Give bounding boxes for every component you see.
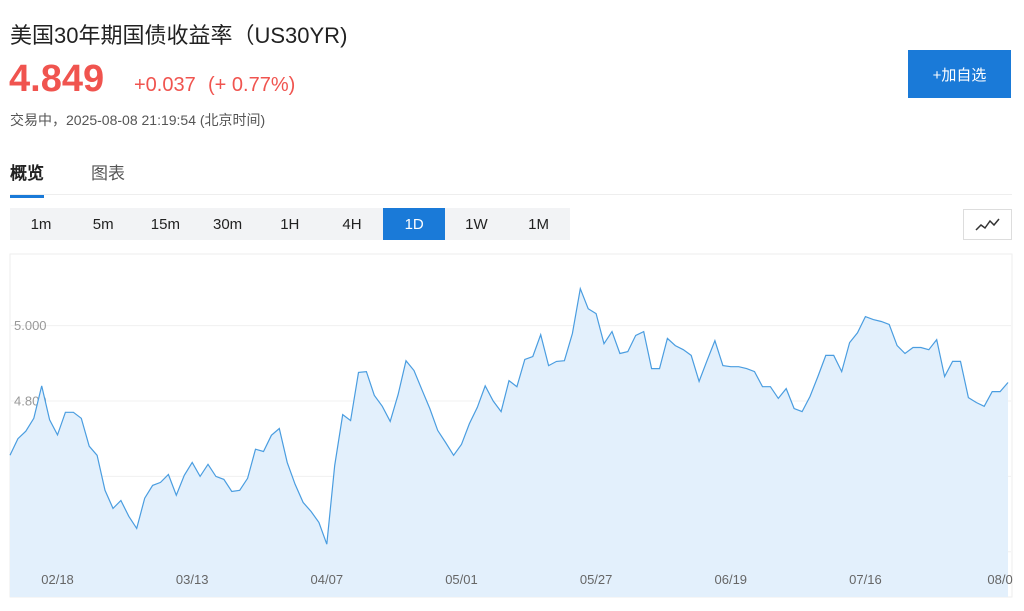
tabs: 概览 图表 <box>10 156 1012 198</box>
timeframe-button[interactable]: 1H <box>280 215 300 233</box>
x-tick-label: 02/18 <box>41 572 74 587</box>
timeframe-button[interactable]: 4H <box>342 215 362 233</box>
chart-type-button[interactable] <box>963 209 1012 240</box>
line <box>9 286 1009 545</box>
y-tick-label: 5.000 <box>14 318 47 333</box>
timeframes: 1m 5m 15m 30m 1H 4H 1D 1W 1M <box>10 208 570 240</box>
status: 交易中，2025-08-08 21:19:54 (北京时间) <box>10 112 266 128</box>
watch-button[interactable]: +加自选 <box>908 50 1011 98</box>
timeframe-button[interactable]: 1D <box>383 208 446 240</box>
icon <box>975 218 1000 231</box>
x-tick-label: 07/16 <box>849 572 882 587</box>
timeframe-button[interactable]: 1m <box>30 215 52 233</box>
x-tick-label: 05/01 <box>445 572 478 587</box>
change: +0.037 <box>134 74 196 96</box>
timeframe-button[interactable]: 15m <box>150 215 180 233</box>
change-percent: (+ 0.77%) <box>208 74 296 96</box>
price: 4.849 <box>9 58 105 100</box>
x-tick-label: 03/13 <box>176 572 209 587</box>
x-tick-label: 08/0 <box>987 572 1012 587</box>
timeframe-button[interactable]: 1W <box>465 215 488 233</box>
x-tick-label: 05/27 <box>580 572 613 587</box>
tab[interactable]: 图表 <box>91 164 125 183</box>
timeframe-button[interactable]: 30m <box>213 215 243 233</box>
area <box>10 288 1008 597</box>
timeframe-button[interactable]: 1M <box>528 215 550 233</box>
tab[interactable]: 概览 <box>10 159 44 198</box>
x-tick-label: 04/07 <box>311 572 344 587</box>
timeframe-button[interactable]: 5m <box>92 215 114 233</box>
title: 美国30年期国债收益率（US30YR) <box>10 23 348 48</box>
x-tick-label: 06/19 <box>715 572 748 587</box>
